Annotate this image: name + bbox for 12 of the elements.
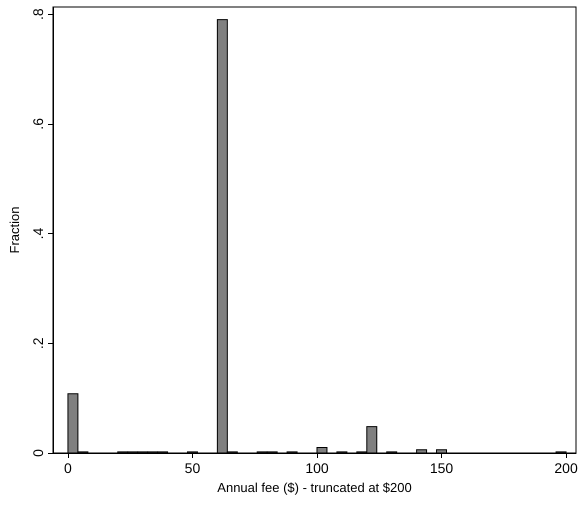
x-axis-title: Annual fee ($) - truncated at $200 <box>217 480 412 495</box>
x-tick-label: 150 <box>430 460 454 476</box>
x-tick-label: 200 <box>554 460 578 476</box>
x-tick-label: 0 <box>64 460 72 476</box>
x-tick-label: 100 <box>305 460 329 476</box>
x-tick-label: 50 <box>184 460 200 476</box>
y-tick-label: .8 <box>30 8 46 20</box>
y-tick-label: 0 <box>30 448 46 457</box>
y-axis-title: Fraction <box>7 206 22 254</box>
y-tick-label: .4 <box>30 228 46 240</box>
y-tick-label: .6 <box>30 118 46 130</box>
y-tick-label: .2 <box>30 337 46 350</box>
